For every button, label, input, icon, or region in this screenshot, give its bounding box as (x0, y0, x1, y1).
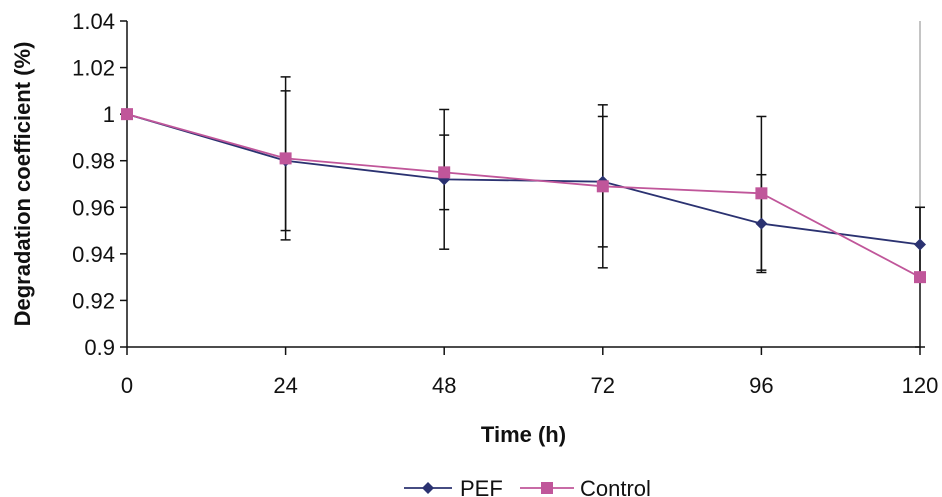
legend-marker-control (541, 482, 553, 494)
y-axis-title: Degradation coefficient (%) (10, 42, 35, 327)
x-tick-label: 0 (121, 373, 133, 398)
data-point-control (279, 152, 292, 165)
series-lines (126, 113, 921, 278)
y-tick-label: 0.96 (72, 195, 115, 220)
legend-label-control: Control (580, 476, 651, 497)
x-tick-label: 96 (749, 373, 773, 398)
series-line-control (126, 113, 921, 278)
data-point-control (438, 166, 451, 179)
y-tick-label: 1.04 (72, 9, 115, 34)
legend-label-pef: PEF (460, 476, 503, 497)
data-point-control (914, 271, 926, 284)
data-point-pef (914, 238, 926, 251)
x-tick-label: 120 (902, 373, 939, 398)
legend-marker-pef (422, 482, 434, 494)
x-tick-label: 72 (591, 373, 615, 398)
data-point-control (755, 187, 768, 200)
y-tick-label: 0.92 (72, 288, 115, 313)
series-markers (121, 108, 926, 284)
data-point-pef (755, 217, 768, 230)
x-tick-label: 48 (432, 373, 456, 398)
y-tick-label: 1 (103, 102, 115, 127)
y-tick-label: 0.9 (84, 335, 115, 360)
data-point-control (596, 180, 609, 193)
data-point-control (121, 108, 133, 121)
y-tick-label: 0.94 (72, 242, 115, 267)
error-bars (280, 76, 925, 348)
y-tick-label: 0.98 (72, 149, 115, 174)
axes: 0.9 0.92 0.94 0.96 0.98 1 1.02 1.04 0 24 48 72 96 120 (72, 9, 938, 398)
x-axis-title: Time (h) (481, 422, 566, 447)
x-tick-label: 24 (273, 373, 297, 398)
y-tick-label: 1.02 (72, 56, 115, 81)
series-line-pef (126, 113, 921, 246)
legend: PEF Control (404, 476, 651, 497)
